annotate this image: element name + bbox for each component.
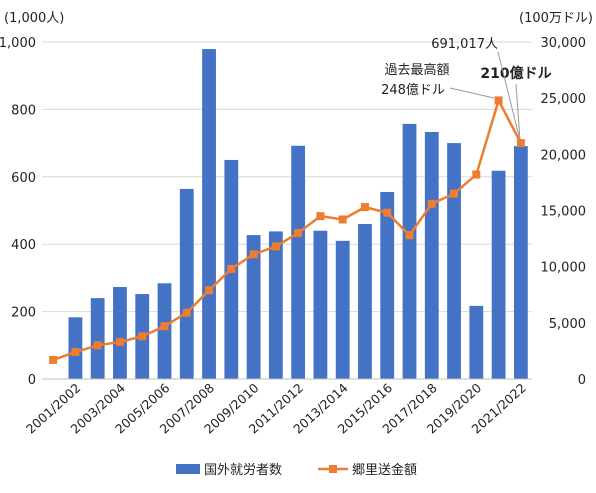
left-axis-unit: (1,000人) bbox=[4, 11, 64, 26]
bar bbox=[491, 170, 506, 379]
remittance-line bbox=[52, 99, 522, 362]
legend-label-remittances: 郷里送金額 bbox=[352, 462, 417, 478]
bar bbox=[246, 235, 261, 379]
line-marker bbox=[71, 348, 80, 357]
line-marker bbox=[294, 228, 303, 237]
line-marker bbox=[516, 139, 525, 148]
line-marker bbox=[316, 212, 325, 221]
past-max-value: 248億ドル bbox=[381, 82, 445, 98]
bar bbox=[268, 231, 283, 379]
line-marker bbox=[427, 199, 436, 208]
right-tick-label: 10,000 bbox=[541, 261, 587, 276]
left-tick-label: 600 bbox=[11, 171, 36, 186]
left-tick-label: 200 bbox=[11, 306, 36, 321]
left-tick-label: 1,000 bbox=[0, 36, 36, 51]
right-tick-label: 0 bbox=[578, 373, 586, 388]
line-marker bbox=[115, 337, 124, 346]
line-marker bbox=[360, 203, 369, 212]
line-marker bbox=[160, 322, 169, 331]
line-series-remittances bbox=[49, 96, 525, 364]
line-marker bbox=[227, 264, 236, 273]
bar bbox=[402, 123, 417, 380]
bar bbox=[113, 286, 127, 379]
line-marker bbox=[182, 308, 191, 317]
bar bbox=[447, 143, 461, 379]
bar bbox=[380, 191, 395, 379]
bar bbox=[424, 131, 439, 379]
bar-series-workers bbox=[68, 49, 528, 380]
annotation-line-latest bbox=[515, 83, 521, 141]
left-tick-label: 400 bbox=[11, 238, 36, 253]
bar bbox=[313, 230, 328, 379]
bar bbox=[469, 305, 484, 379]
peak-workers-label: 691,017人 bbox=[431, 37, 498, 52]
legend-label-workers: 国外就労者数 bbox=[204, 463, 282, 478]
line-marker bbox=[205, 286, 214, 295]
bar bbox=[291, 145, 306, 379]
bar bbox=[157, 283, 172, 379]
line-marker bbox=[138, 332, 147, 341]
line-marker bbox=[405, 231, 414, 240]
line-marker bbox=[271, 242, 280, 251]
line-marker bbox=[249, 250, 258, 259]
right-tick-label: 15,000 bbox=[541, 205, 587, 220]
legend-swatch-workers bbox=[176, 464, 200, 474]
left-tick-label: 800 bbox=[11, 103, 36, 118]
annotation-line-peak-workers bbox=[497, 51, 521, 141]
right-axis-unit: (100万ドル) bbox=[519, 11, 593, 26]
right-tick-label: 5,000 bbox=[549, 317, 586, 332]
legend: 国外就労者数 郷里送金額 bbox=[176, 462, 417, 478]
legend-marker-remittances bbox=[329, 465, 337, 473]
line-marker bbox=[93, 341, 102, 350]
line-marker bbox=[472, 170, 481, 179]
left-tick-label: 0 bbox=[28, 373, 36, 388]
bar bbox=[179, 188, 194, 379]
line-marker bbox=[450, 189, 459, 198]
bar bbox=[335, 240, 350, 379]
past-max-label: 過去最高額 bbox=[384, 62, 449, 78]
line-marker bbox=[494, 96, 503, 105]
latest-value-label: 210億ドル bbox=[480, 65, 551, 82]
annotation-line-past-max bbox=[449, 87, 495, 99]
line-marker bbox=[49, 355, 58, 364]
bar bbox=[202, 49, 216, 380]
right-tick-label: 20,000 bbox=[541, 148, 587, 163]
annotations: 691,017人 過去最高額 248億ドル 210億ドル bbox=[381, 37, 552, 141]
right-tick-label: 30,000 bbox=[541, 36, 587, 51]
line-marker bbox=[338, 215, 347, 224]
line-marker bbox=[383, 208, 392, 217]
bar bbox=[90, 298, 105, 379]
bar bbox=[358, 223, 372, 379]
bar bbox=[513, 146, 528, 379]
right-tick-label: 25,000 bbox=[541, 92, 587, 107]
